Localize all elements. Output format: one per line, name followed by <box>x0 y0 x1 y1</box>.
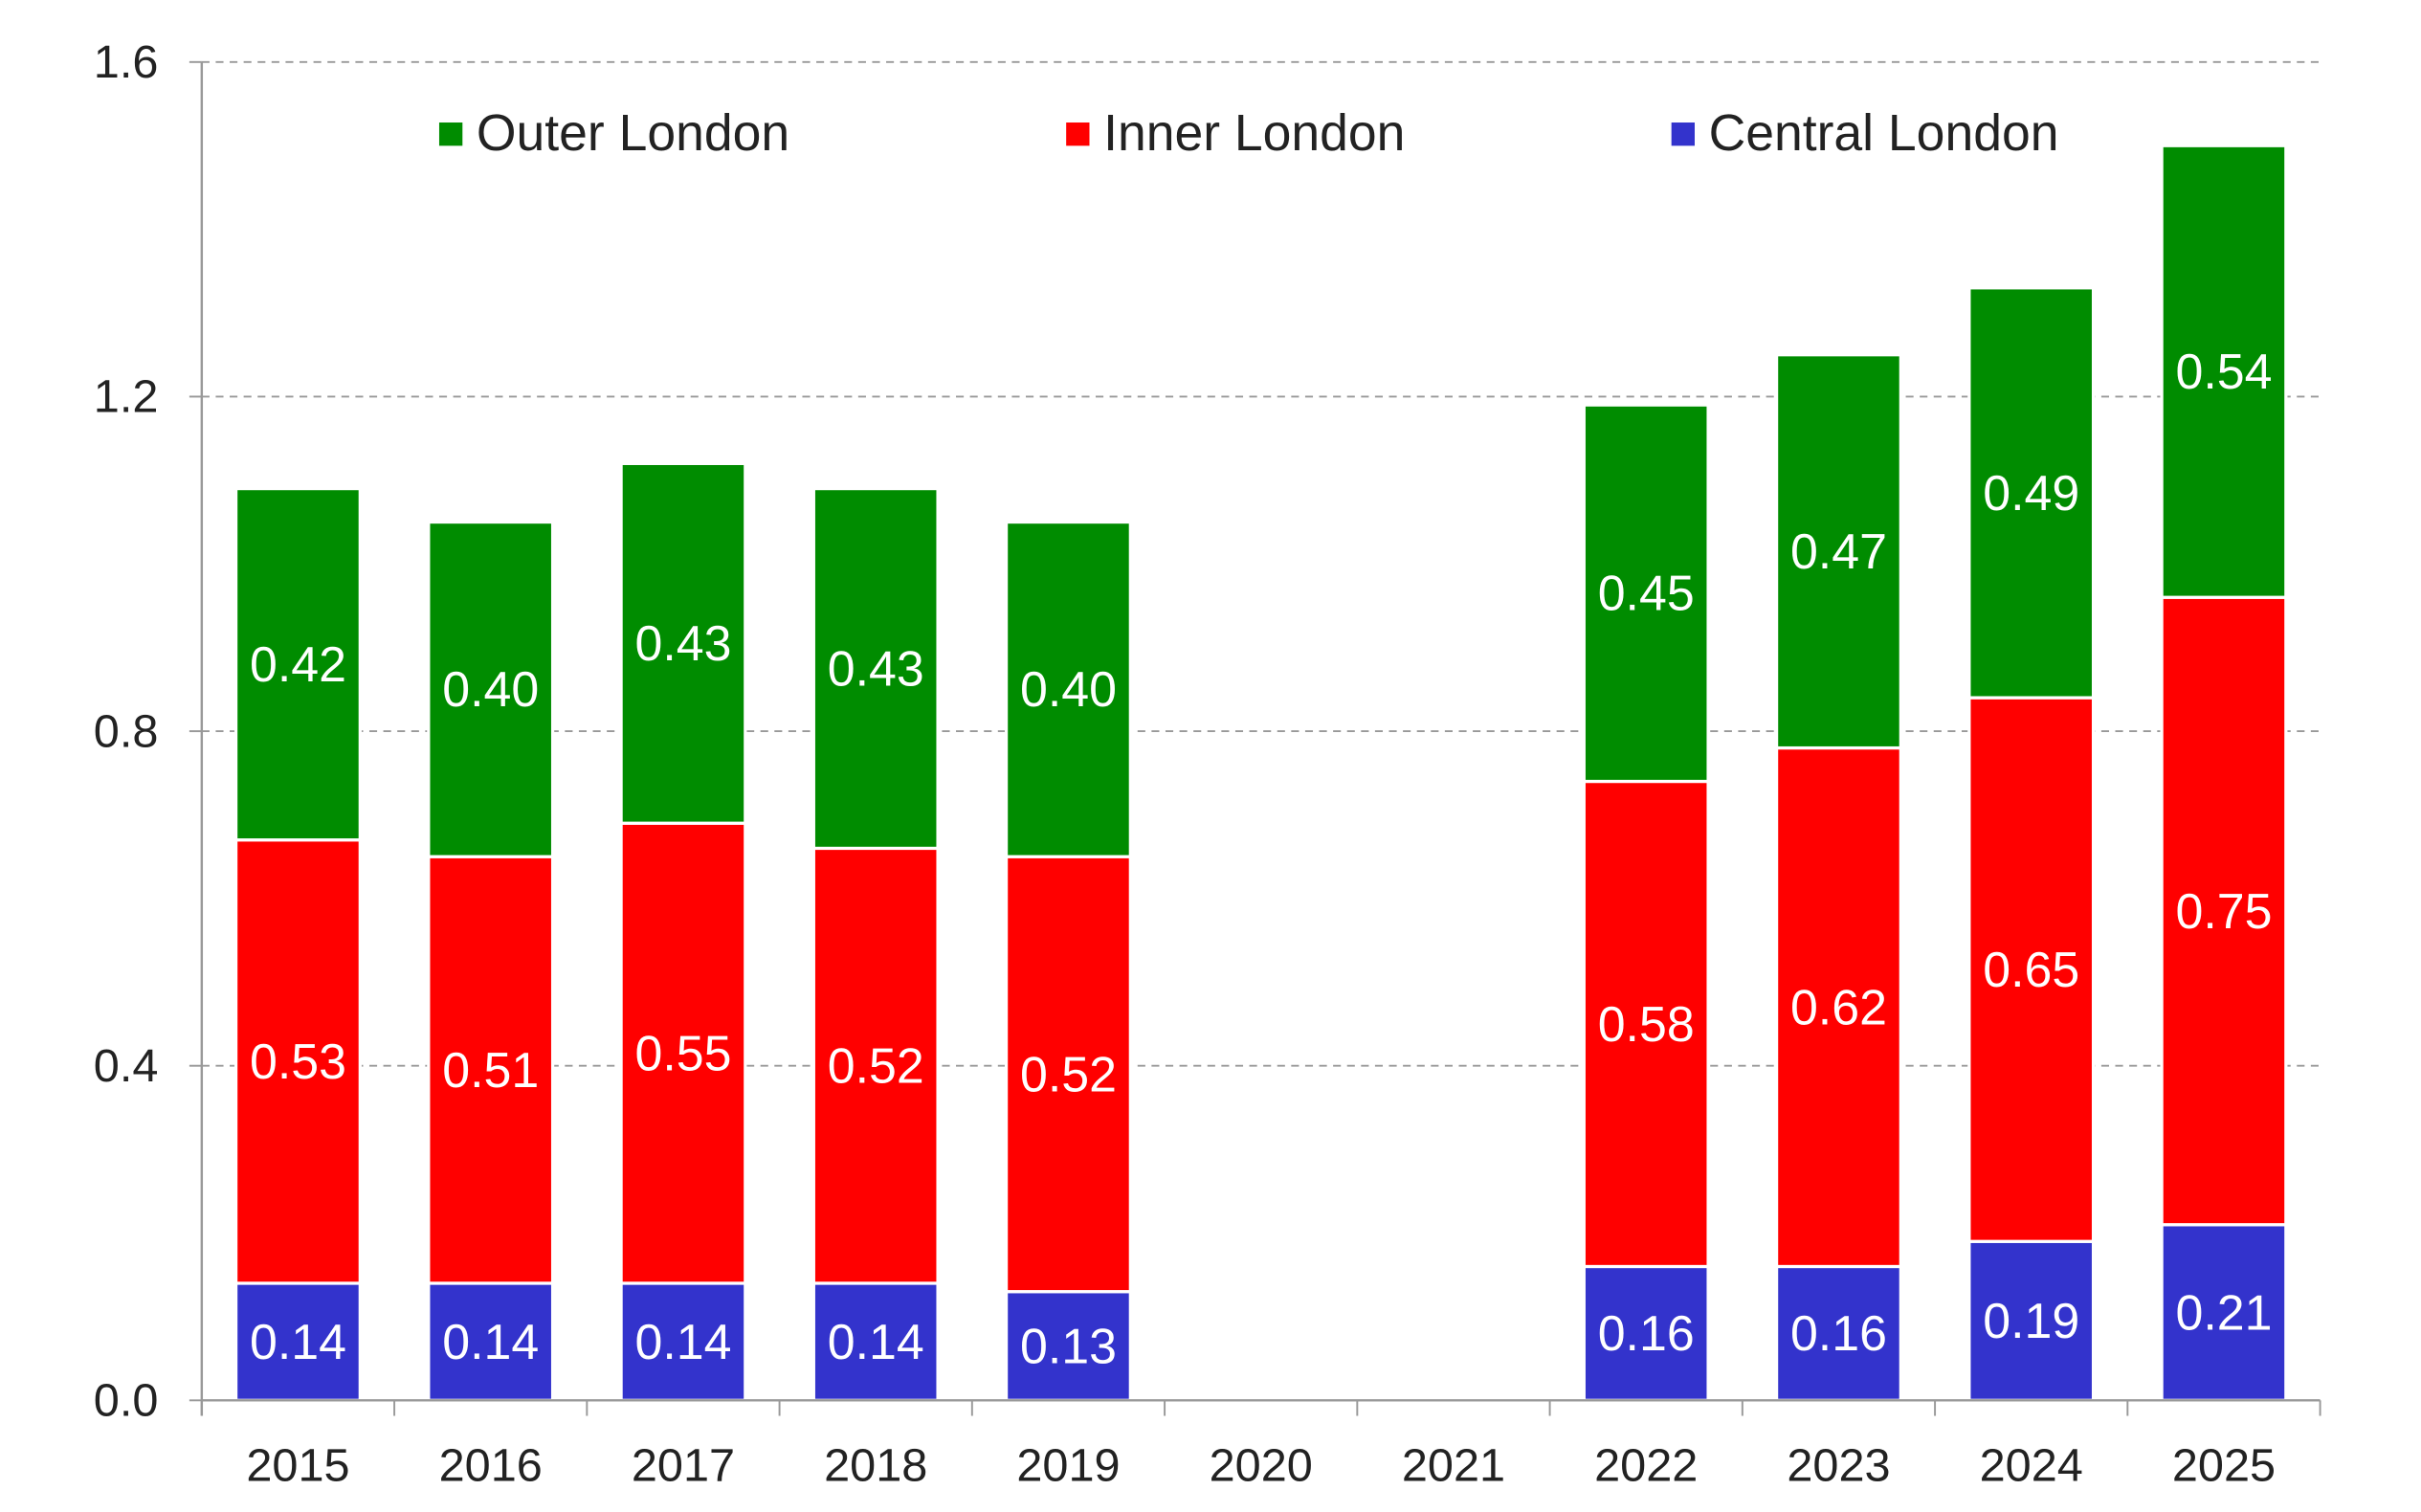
y-tick-label: 0.8 <box>94 705 159 757</box>
x-tick-label: 2020 <box>1210 1440 1313 1492</box>
bar-segment <box>2160 144 2288 599</box>
legend-label: Inner London <box>1103 105 1405 162</box>
x-tick-label: 2021 <box>1402 1440 1505 1492</box>
data-label: 0.14 <box>250 1314 346 1369</box>
bar-segment <box>1774 353 1902 750</box>
bar-segment <box>811 486 940 851</box>
legend: Outer London Inner London Central London <box>438 105 2059 162</box>
x-tick-label: 2015 <box>246 1440 349 1492</box>
data-label: 0.55 <box>634 1025 731 1080</box>
bar-segment <box>233 486 362 842</box>
data-label: 0.40 <box>1020 661 1117 717</box>
bar-segment <box>619 821 747 1285</box>
data-label: 0.54 <box>2175 344 2272 399</box>
bar-segment <box>811 846 940 1285</box>
bars: 0.14 0.53 0.42 0.14 0.51 0.40 0.14 0.55 0.43 0.14… <box>233 144 2288 1402</box>
x-tick-label: 2024 <box>1980 1440 2083 1492</box>
data-label: 0.14 <box>634 1314 731 1369</box>
x-tick-label: 2023 <box>1787 1440 1890 1492</box>
data-label: 0.52 <box>828 1038 924 1094</box>
data-label: 0.21 <box>2175 1284 2272 1340</box>
data-label: 0.45 <box>1598 566 1695 621</box>
legend-label: Outer London <box>477 105 789 162</box>
x-tick-label: 2019 <box>1016 1440 1120 1492</box>
bar-segment <box>1774 1264 1902 1402</box>
data-label: 0.52 <box>1020 1046 1117 1101</box>
bar-segment <box>1004 855 1132 1294</box>
bar-segment <box>1582 779 1710 1269</box>
data-label: 0.43 <box>828 640 924 696</box>
y-tick-label: 1.2 <box>94 371 159 423</box>
bar-segment <box>2160 595 2288 1227</box>
y-tick-label: 1.6 <box>94 36 159 88</box>
bar-segment <box>233 1281 362 1402</box>
bar-segment <box>427 520 555 858</box>
legend-label: Central London <box>1709 105 2059 162</box>
bar-segment <box>1967 696 2096 1243</box>
bar-segment <box>427 855 555 1285</box>
bar-segment <box>1967 1239 2096 1402</box>
legend-swatch <box>438 122 463 146</box>
data-label: 0.49 <box>1983 465 2079 521</box>
x-tick-label: 2018 <box>824 1440 927 1492</box>
data-label: 0.51 <box>442 1042 539 1098</box>
gridlines <box>201 60 2321 1067</box>
data-label: 0.16 <box>1598 1305 1695 1361</box>
data-label: 0.14 <box>828 1314 924 1369</box>
y-tick-label: 0.4 <box>94 1040 159 1092</box>
x-tick-label: 2017 <box>632 1440 735 1492</box>
bar-segment <box>1582 1264 1710 1402</box>
y-tick-label: 0.0 <box>94 1375 159 1427</box>
data-label: 0.40 <box>442 661 539 717</box>
bar-segment <box>1967 286 2096 700</box>
bar-segment <box>1004 520 1132 858</box>
bar-segment <box>1774 745 1902 1269</box>
x-tick-label: 2016 <box>439 1440 543 1492</box>
x-tick-label: 2022 <box>1594 1440 1698 1492</box>
data-label: 0.16 <box>1790 1305 1887 1361</box>
data-label: 0.14 <box>442 1314 539 1369</box>
data-label: 0.62 <box>1790 979 1887 1034</box>
bar-segment <box>233 838 362 1285</box>
data-label: 0.43 <box>634 615 731 671</box>
data-label: 0.19 <box>1983 1293 2079 1348</box>
bar-segment <box>619 461 747 825</box>
data-label: 0.65 <box>1983 942 2079 997</box>
data-label: 0.58 <box>1598 996 1695 1052</box>
bar-segment <box>619 1281 747 1402</box>
axes: 0.0 0.4 0.8 1.2 1.6 2015 2016 2017 2018 2019 2020 2… <box>94 36 2321 1492</box>
data-label: 0.13 <box>1020 1318 1117 1373</box>
legend-swatch <box>1671 122 1695 146</box>
bar-segment <box>1582 403 1710 784</box>
legend-swatch <box>1066 122 1090 146</box>
data-label: 0.42 <box>250 636 346 692</box>
bar-segment <box>1004 1290 1132 1402</box>
bar-segment <box>427 1281 555 1402</box>
x-tick-label: 2025 <box>2172 1440 2276 1492</box>
data-label: 0.75 <box>2175 883 2272 939</box>
data-label: 0.53 <box>250 1034 346 1089</box>
data-label: 0.47 <box>1790 523 1887 579</box>
